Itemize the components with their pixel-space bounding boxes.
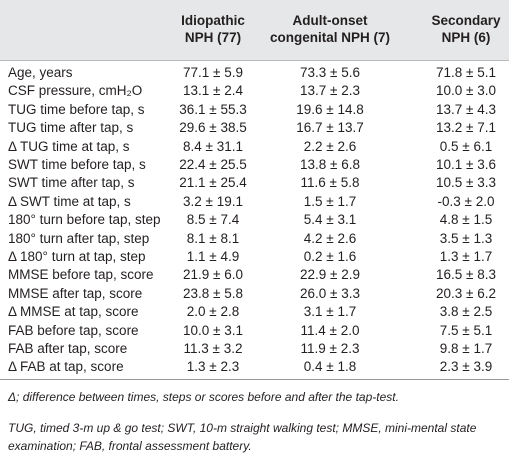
header-line: Secondary [431, 13, 501, 28]
cell: 16.5 ± 8.3 [436, 267, 496, 283]
cell: 13.2 ± 7.1 [436, 120, 496, 136]
column-header: Secondary NPH (6) [391, 12, 509, 46]
header-band [0, 0, 509, 61]
cell: 13.8 ± 6.8 [300, 157, 360, 172]
cell: -0.3 ± 2.0 [437, 193, 495, 209]
row-label: 180° turn before tap, step [8, 212, 161, 228]
cell: 4.8 ± 1.5 [439, 212, 493, 228]
cell: 11.3 ± 3.2 [183, 341, 243, 356]
cell: 22.4 ± 25.5 [179, 157, 247, 172]
cell: 10.0 ± 3.0 [436, 83, 496, 99]
cell: 23.8 ± 5.8 [183, 285, 243, 301]
cell: 1.3 ± 2.3 [186, 359, 240, 375]
cell: 21.9 ± 6.0 [183, 267, 243, 283]
header-line: NPH (6) [441, 30, 491, 45]
cell: 73.3 ± 5.6 [300, 65, 360, 80]
row-label: TUG time after tap, s [8, 120, 134, 136]
cell: 26.0 ± 3.3 [300, 285, 360, 301]
cell: 22.9 ± 2.9 [300, 267, 360, 283]
cell: 3.8 ± 2.5 [439, 304, 493, 320]
cell: 29.6 ± 38.5 [179, 120, 247, 136]
cell: 0.4 ± 1.8 [303, 359, 357, 375]
cell: 13.1 ± 2.4 [183, 83, 243, 99]
cell: 2.0 ± 2.8 [186, 304, 240, 320]
header-line: NPH (77) [184, 30, 242, 45]
cell: 19.6 ± 14.8 [296, 101, 364, 117]
cell: 10.5 ± 3.3 [436, 175, 496, 191]
rule [0, 379, 509, 380]
row-label: Δ 180° turn at tap, step [8, 249, 146, 264]
cell: 10.0 ± 3.1 [183, 322, 243, 338]
cell: 8.4 ± 31.1 [183, 138, 243, 154]
row-label: Δ FAB at tap, score [8, 359, 124, 375]
cell: 11.6 ± 5.8 [300, 175, 360, 191]
cell: 1.5 ± 1.7 [303, 193, 357, 209]
row-label: FAB after tap, score [8, 341, 128, 356]
footnote: TUG, timed 3-m up & go test; SWT, 10-m s… [8, 421, 477, 453]
cell: 10.1 ± 3.6 [436, 157, 496, 172]
row-label: SWT time after tap, s [8, 175, 135, 191]
cell: 1.3 ± 1.7 [439, 249, 493, 264]
cell: 16.7 ± 13.7 [296, 120, 364, 136]
cell: 4.2 ± 2.6 [303, 230, 357, 246]
row-label: MMSE before tap, score [8, 267, 154, 283]
cell: 7.5 ± 5.1 [439, 322, 493, 338]
cell: 36.1 ± 55.3 [179, 101, 247, 117]
cell: 11.4 ± 2.0 [300, 322, 360, 338]
header-line: Adult-onset [292, 13, 368, 28]
column-header: Idiopathic NPH (77) [138, 12, 288, 46]
cell: 3.2 ± 19.1 [183, 193, 243, 209]
cell: 13.7 ± 4.3 [436, 101, 496, 117]
cell: 21.1 ± 25.4 [179, 175, 247, 191]
cell: 9.8 ± 1.7 [439, 341, 493, 356]
row-label: Age, years [8, 65, 73, 80]
row-label: 180° turn after tap, step [8, 230, 150, 246]
cell: 77.1 ± 5.9 [183, 65, 243, 80]
cell: 3.5 ± 1.3 [439, 230, 493, 246]
cell: 71.8 ± 5.1 [436, 65, 496, 80]
cell: 8.1 ± 8.1 [186, 230, 240, 246]
header-line: Idiopathic [181, 13, 245, 28]
footnote: Δ; difference between times, steps or sc… [8, 390, 399, 404]
row-label: Δ SWT time at tap, s [8, 193, 131, 209]
column-header: Adult-onset congenital NPH (7) [255, 12, 405, 46]
cell: 2.3 ± 3.9 [439, 359, 493, 375]
row-label: CSF pressure, cmH₂O [8, 83, 143, 99]
row-label: SWT time before tap, s [8, 157, 146, 172]
cell: 11.9 ± 2.3 [300, 341, 360, 356]
header-line: congenital NPH (7) [269, 30, 390, 45]
cell: 1.1 ± 4.9 [186, 249, 240, 264]
row-label: Δ MMSE at tap, score [8, 304, 139, 320]
cell: 20.3 ± 6.2 [436, 285, 496, 301]
row-label: Δ TUG time at tap, s [8, 138, 130, 154]
cell: 8.5 ± 7.4 [186, 212, 240, 228]
row-label: FAB before tap, score [8, 322, 139, 338]
row-label: MMSE after tap, score [8, 285, 143, 301]
cell: 3.1 ± 1.7 [303, 304, 357, 320]
cell: 0.5 ± 6.1 [439, 138, 493, 154]
row-label: TUG time before tap, s [8, 101, 145, 117]
cell: 2.2 ± 2.6 [303, 138, 357, 154]
cell: 5.4 ± 3.1 [303, 212, 357, 228]
cell: 0.2 ± 1.6 [303, 249, 357, 264]
cell: 13.7 ± 2.3 [300, 83, 360, 99]
